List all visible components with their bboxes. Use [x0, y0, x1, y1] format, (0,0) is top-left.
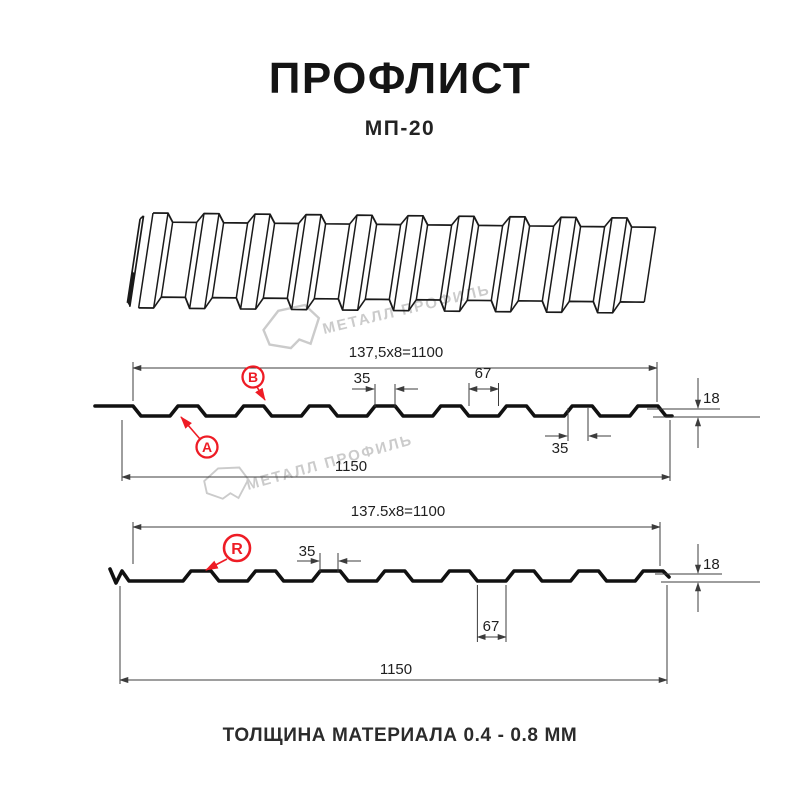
- extension-lines: [476, 585, 507, 642]
- dim-overall-width: 1150: [335, 458, 367, 475]
- watermark-lower: МЕТАЛЛ ПРОФИЛЬ: [201, 431, 415, 503]
- callout-r-letter: R: [231, 541, 243, 558]
- extension-lines: [655, 573, 760, 583]
- metall-profil-logo-icon: [201, 463, 251, 503]
- sheet-3d-drawing: [126, 212, 657, 314]
- dim-rib-bottom-width: 35: [552, 440, 569, 457]
- dim-pitch-formula: 137,5x8=1100: [349, 344, 443, 361]
- callout-arrow: [180, 416, 201, 440]
- profile-model-name: МП-20: [364, 117, 436, 140]
- callout-b: B: [241, 365, 266, 401]
- dim-profile-height: 18: [703, 390, 720, 407]
- extension-lines: [374, 384, 396, 407]
- callout-circle: [222, 533, 252, 563]
- extension-lines: [119, 585, 668, 684]
- extension-lines: [132, 522, 661, 566]
- extension-lines: [121, 420, 671, 481]
- callout-b-letter: B: [248, 369, 258, 385]
- dim-profile-height: 18: [703, 556, 720, 573]
- callout-r: R: [205, 533, 252, 571]
- dim-pitch-formula: 137.5x8=1100: [351, 503, 445, 520]
- material-thickness-note: ТОЛЩИНА МАТЕРИАЛА 0.4 - 0.8 ММ: [222, 725, 578, 746]
- extension-lines: [319, 553, 339, 572]
- dim-crest-gap: 67: [475, 365, 492, 382]
- dim-rib-top-width: 35: [354, 370, 371, 387]
- sheet-bottom-edge: [138, 296, 645, 314]
- extension-lines: [647, 408, 760, 418]
- callout-arrow: [255, 386, 266, 401]
- dim-valley-width: 67: [483, 618, 500, 635]
- callout-circle: [241, 365, 265, 389]
- sheet-rib-lines: [137, 212, 657, 313]
- dim-overall-width: 1150: [380, 661, 412, 678]
- watermark-brand-text: МЕТАЛЛ ПРОФИЛЬ: [245, 431, 415, 493]
- extension-lines: [567, 408, 589, 441]
- dim-rib-top-width: 35: [299, 543, 316, 560]
- callout-a-letter: A: [202, 439, 212, 455]
- extension-lines: [468, 383, 499, 406]
- callout-circle: [195, 435, 219, 459]
- page-title: ПРОФЛИСТ: [268, 54, 532, 103]
- watermark-upper: МЕТАЛЛ ПРОФИЛЬ: [260, 281, 492, 352]
- cross-section-bottom: 137.5x8=1100 35 18 67 1150 R: [108, 503, 760, 684]
- profile-outline: [108, 567, 671, 585]
- callout-a: A: [180, 416, 219, 459]
- profile-outline: [93, 404, 674, 418]
- sheet-top-edge: [152, 212, 656, 229]
- sheet-edge-shadow: [127, 270, 135, 307]
- callout-arrow: [205, 558, 228, 571]
- cross-section-top: 137,5x8=1100 35 67 18 35 1150: [93, 344, 760, 481]
- metall-profil-logo-icon: [260, 302, 322, 352]
